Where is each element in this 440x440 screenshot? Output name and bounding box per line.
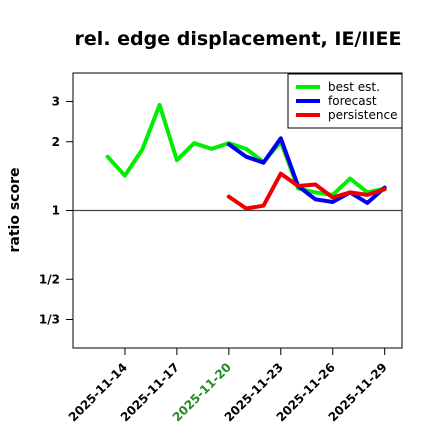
y-tick-label: 3 (52, 95, 60, 109)
legend-label: persistence (328, 108, 397, 122)
series-line-persistence (226, 171, 387, 211)
legend-label: forecast (328, 94, 377, 108)
plot-area: 3211/21/32025-11-142025-11-172025-11-202… (39, 72, 403, 424)
series-line-best-est- (105, 102, 387, 197)
chart-title: rel. edge displacement, IE/IIEE (75, 28, 402, 50)
series-line-forecast (226, 136, 387, 205)
y-tick-label: 1/3 (39, 312, 60, 326)
legend-label: best est. (328, 80, 380, 94)
y-tick-label: 2 (52, 135, 60, 149)
y-axis-label: ratio score (7, 168, 23, 253)
y-tick-label: 1 (52, 204, 60, 218)
y-tick-label: 1/2 (39, 272, 60, 286)
